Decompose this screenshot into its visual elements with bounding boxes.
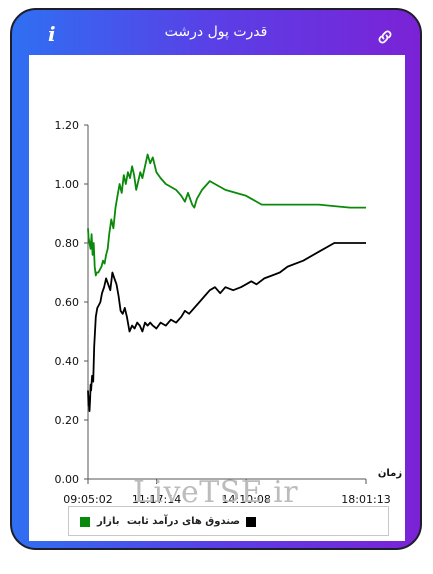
y-tick-label: 0.80 xyxy=(55,237,80,250)
legend-swatch-fixed-income xyxy=(246,517,256,527)
watermark: LiveTSE.ir xyxy=(133,475,299,510)
x-tick-label: 18:01:13 xyxy=(341,493,390,505)
x-tick-label: 09:05:02 xyxy=(63,493,112,505)
y-tick-label: 0.20 xyxy=(55,414,80,427)
series-line-1 xyxy=(87,242,366,413)
chart-legend: بازار صندوق های درآمد ثابت xyxy=(68,506,389,536)
y-tick-label: 0.60 xyxy=(55,296,80,309)
legend-label-fixed-income: صندوق های درآمد ثابت xyxy=(126,516,240,527)
legend-label-market: بازار xyxy=(97,516,120,527)
x-tick-label: 14:10:08 xyxy=(221,493,270,505)
chart-card: i قدرت پول درشت 0.00 0.20 0.40 0.60 0.80 1.00… xyxy=(10,8,422,550)
line-chart: 0.00 0.20 0.40 0.60 0.80 1.00 1.20 09:05:02 11:1… xyxy=(55,119,403,505)
legend-swatch-market xyxy=(80,517,90,527)
x-axis-label: زمان xyxy=(378,468,402,479)
y-tick-label: 1.20 xyxy=(55,119,80,132)
link-icon[interactable] xyxy=(376,28,394,46)
chart-panel: 0.00 0.20 0.40 0.60 0.80 1.00 1.20 09:05:02 11:1… xyxy=(29,55,405,541)
card-title: قدرت پول درشت xyxy=(164,24,268,40)
series-line-0 xyxy=(87,153,366,277)
x-tick-label: 11:17:14 xyxy=(132,493,181,505)
card-header: i قدرت پول درشت xyxy=(12,10,420,56)
y-tick-label: 0.00 xyxy=(55,473,80,486)
y-tick-label: 0.40 xyxy=(55,355,80,368)
info-icon[interactable]: i xyxy=(48,22,56,46)
y-tick-label: 1.00 xyxy=(55,178,80,191)
